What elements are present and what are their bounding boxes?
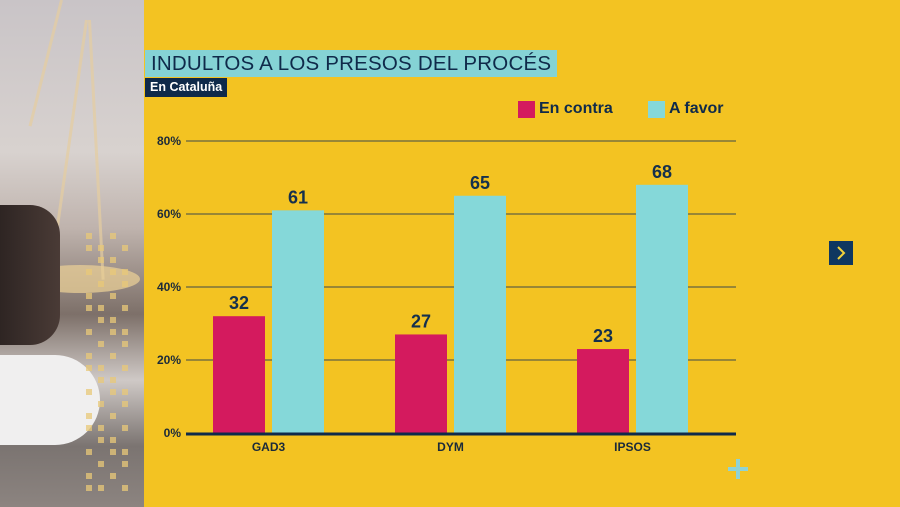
y-tick-label: 80% xyxy=(157,134,181,148)
decorative-dot xyxy=(98,245,104,251)
decorative-dot xyxy=(122,389,128,395)
decorative-dot xyxy=(122,485,128,491)
decorative-dot xyxy=(86,293,92,299)
decorative-dot xyxy=(86,413,92,419)
decorative-dot xyxy=(98,485,104,491)
chart-title: INDULTOS A LOS PRESOS DEL PROCÉS xyxy=(145,50,558,77)
decorative-dot xyxy=(110,389,116,395)
bar-en-contra xyxy=(577,349,629,433)
data-label: 32 xyxy=(229,293,249,313)
decorative-dot xyxy=(110,437,116,443)
data-label: 68 xyxy=(652,162,672,182)
chart-subtitle: En Cataluña xyxy=(145,78,228,97)
legend-label-en-contra: En contra xyxy=(539,100,613,117)
plus-icon xyxy=(728,459,748,479)
decorative-dot xyxy=(110,413,116,419)
decorative-dot xyxy=(110,293,116,299)
decorative-dot xyxy=(86,449,92,455)
decorative-dot xyxy=(98,257,104,263)
y-tick-label: 60% xyxy=(157,207,181,221)
data-label: 27 xyxy=(411,311,431,331)
decorative-dot xyxy=(122,365,128,371)
decorative-dot xyxy=(86,233,92,239)
legend-swatch-a-favor xyxy=(648,100,665,118)
decorative-dot xyxy=(110,353,116,359)
decorative-dot xyxy=(110,377,116,383)
decorative-dot xyxy=(122,305,128,311)
decorative-dot xyxy=(86,473,92,479)
decorative-dot xyxy=(98,365,104,371)
decorative-dot xyxy=(98,401,104,407)
bar-en-contra xyxy=(213,316,265,433)
bar-en-contra xyxy=(395,334,447,433)
decorative-dot xyxy=(110,317,116,323)
decorative-dot xyxy=(122,329,128,335)
decorative-dot xyxy=(122,449,128,455)
decorative-dot xyxy=(122,281,128,287)
decorative-dot xyxy=(122,461,128,467)
decorative-dot xyxy=(98,317,104,323)
decorative-dot xyxy=(110,473,116,479)
decorative-dot xyxy=(98,281,104,287)
background-photo-justice-scale-gavel xyxy=(0,0,144,507)
legend-label-a-favor: A favor xyxy=(669,100,724,117)
decorative-dot xyxy=(86,245,92,251)
decorative-dot xyxy=(86,365,92,371)
y-tick-label: 20% xyxy=(157,353,181,367)
legend-item-en-contra: En contra xyxy=(518,100,613,118)
decorative-dot xyxy=(98,341,104,347)
decorative-dot xyxy=(110,233,116,239)
decorative-dot xyxy=(86,269,92,275)
decorative-dot xyxy=(98,377,104,383)
x-category-label: IPSOS xyxy=(614,440,651,454)
panel-edge xyxy=(144,0,147,507)
bar-a-favor xyxy=(272,210,324,433)
decorative-dot xyxy=(122,269,128,275)
decorative-dot xyxy=(86,329,92,335)
data-label: 61 xyxy=(288,187,308,207)
x-category-label: GAD3 xyxy=(252,440,286,454)
bar-a-favor xyxy=(636,184,688,433)
decorative-dot xyxy=(86,485,92,491)
decorative-dot xyxy=(98,425,104,431)
decorative-dot xyxy=(110,257,116,263)
data-label: 23 xyxy=(593,326,613,346)
decorative-dot xyxy=(122,401,128,407)
decorative-dot xyxy=(86,353,92,359)
bar-a-favor xyxy=(454,195,506,433)
y-tick-label: 0% xyxy=(164,426,182,440)
chevron-right-icon xyxy=(837,246,846,260)
decorative-dot xyxy=(86,305,92,311)
x-category-label: DYM xyxy=(437,440,464,454)
decorative-dot xyxy=(98,305,104,311)
decorative-dot xyxy=(122,425,128,431)
data-label: 65 xyxy=(470,173,490,193)
decorative-dot xyxy=(110,329,116,335)
decorative-dot xyxy=(98,437,104,443)
decorative-dot xyxy=(86,389,92,395)
decorative-dot xyxy=(122,341,128,347)
legend-swatch-en-contra xyxy=(518,100,535,118)
y-tick-label: 40% xyxy=(157,280,181,294)
legend-item-a-favor: A favor xyxy=(648,100,724,118)
decorative-dot xyxy=(86,425,92,431)
next-button[interactable] xyxy=(829,241,853,265)
decorative-dot xyxy=(110,449,116,455)
decorative-dot xyxy=(98,461,104,467)
decorative-dot xyxy=(110,269,116,275)
decorative-dot xyxy=(122,245,128,251)
